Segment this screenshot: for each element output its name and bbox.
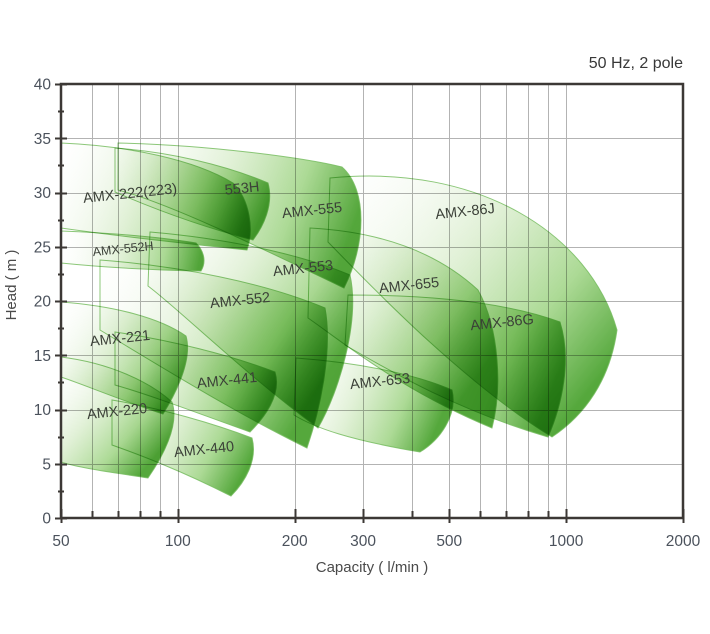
x-tick-label: 100 bbox=[165, 533, 191, 550]
pump-envelope-layer bbox=[60, 142, 618, 497]
pump-label-amx-655: AMX-655 bbox=[378, 275, 440, 297]
pump-label-amx-86g: AMX-86G bbox=[470, 312, 535, 335]
pump-label-553h: 553H bbox=[224, 179, 260, 199]
y-tick-label: 10 bbox=[34, 402, 52, 419]
x-tick-label: 500 bbox=[436, 533, 462, 550]
y-tick-label: 0 bbox=[42, 511, 51, 528]
x-tick-label: 200 bbox=[282, 533, 308, 550]
y-tick-label: 40 bbox=[34, 77, 52, 94]
y-tick-label: 25 bbox=[34, 239, 51, 256]
pump-label-amx-555: AMX-555 bbox=[281, 200, 343, 222]
x-tick-label: 50 bbox=[52, 533, 70, 550]
tick-label-layer: 50 100 200 300 500 1000 2000 0 5 10 15 20 25 30 35 40 bbox=[34, 77, 701, 551]
y-axis-title: Head ( m ) bbox=[3, 250, 20, 321]
pump-label-amx-441: AMX-441 bbox=[196, 370, 258, 392]
envelope-amx-653 bbox=[293, 357, 454, 453]
x-tick-label: 300 bbox=[350, 533, 376, 550]
pump-label-amx-440: AMX-440 bbox=[173, 439, 235, 461]
pump-label-amx-552: AMX-552 bbox=[209, 290, 271, 312]
x-tick-label: 2000 bbox=[666, 533, 701, 550]
x-tick-label: 1000 bbox=[549, 533, 584, 550]
y-tick-label: 5 bbox=[42, 456, 51, 473]
y-tick-label: 30 bbox=[34, 185, 52, 202]
envelope-553h bbox=[114, 147, 271, 241]
envelope-amx-441 bbox=[114, 331, 277, 433]
y-tick-label: 20 bbox=[34, 294, 52, 311]
pump-label-amx-653: AMX-653 bbox=[349, 371, 411, 393]
axes-frame-layer bbox=[55, 82, 685, 523]
envelope-amx-440 bbox=[111, 399, 254, 497]
chart-title: 50 Hz, 2 pole bbox=[589, 55, 683, 72]
y-tick-label: 35 bbox=[34, 131, 51, 148]
x-axis-title: Capacity ( l/min ) bbox=[316, 559, 429, 576]
pump-label-amx-220: AMX-220 bbox=[86, 401, 148, 423]
pump-label-amx-86j: AMX-86J bbox=[435, 201, 496, 223]
pump-label-amx-553: AMX-553 bbox=[272, 258, 334, 280]
pump-label-amx-221: AMX-221 bbox=[89, 328, 151, 350]
pump-label-amx-552h: AMX-552H bbox=[92, 239, 154, 259]
y-tick-label: 15 bbox=[34, 348, 51, 365]
envelope-amx-552h bbox=[60, 230, 205, 272]
